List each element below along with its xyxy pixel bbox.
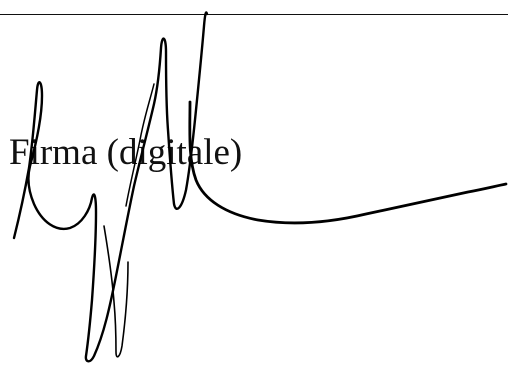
signature-ink bbox=[12, 11, 508, 363]
signature-stroke-first-loop bbox=[12, 11, 209, 363]
signature-line bbox=[0, 14, 508, 15]
signature-stroke-descender bbox=[103, 225, 129, 358]
signature-label: Firma (digitale) bbox=[9, 132, 243, 173]
